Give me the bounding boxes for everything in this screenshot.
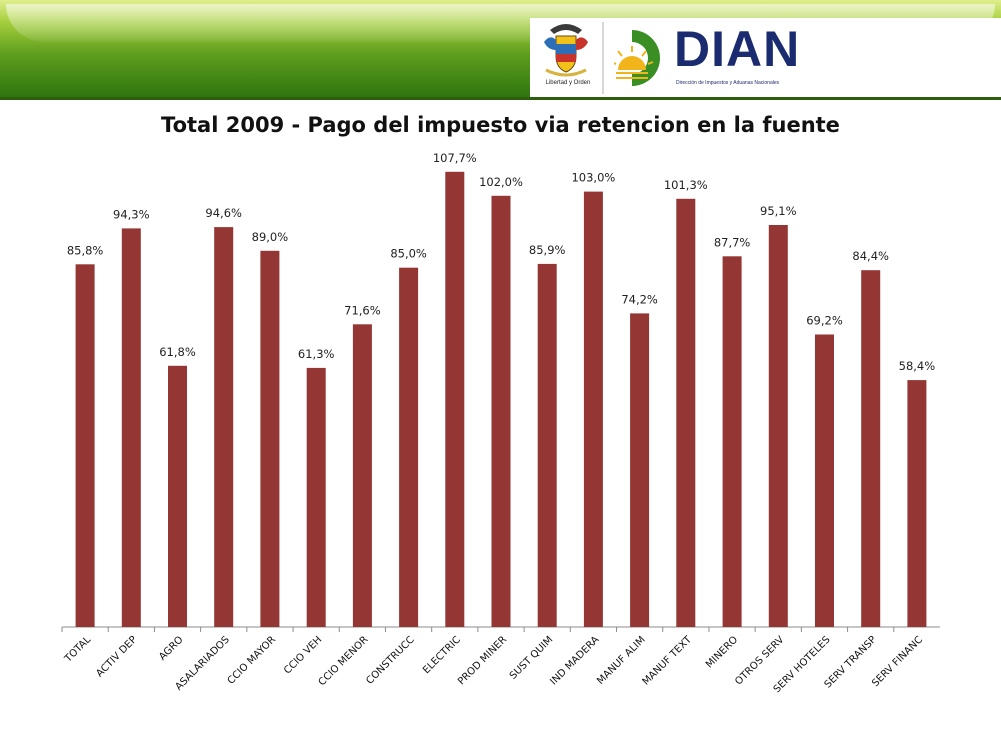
category-tick-label: MANUF TEXT: [641, 634, 695, 688]
data-label: 94,6%: [205, 206, 242, 220]
category-tick-label: MINERO: [704, 634, 740, 670]
bar-asalariados: [214, 227, 234, 627]
coat-of-arms-icon: [544, 24, 588, 77]
data-label: 103,0%: [571, 171, 615, 185]
bar-ccio-menor: [352, 324, 372, 627]
bar-ccio-mayor: [260, 250, 280, 628]
data-label: 85,8%: [67, 243, 104, 257]
data-label: 107,7%: [433, 151, 477, 165]
bar-construcc: [399, 267, 419, 627]
category-tick-label: PROD MINER: [456, 634, 509, 687]
dian-emblem-icon: [614, 30, 660, 86]
header-banner: Libertad y Orden DIAN Dirección de Impue…: [0, 0, 1001, 100]
data-label: 89,0%: [252, 230, 289, 244]
data-label: 102,0%: [479, 175, 523, 189]
category-tick-label: ELECTRIC: [421, 634, 463, 676]
logo-divider: [602, 22, 604, 94]
bar-ind-madera: [583, 191, 603, 627]
crest-caption: Libertad y Orden: [545, 80, 591, 86]
bar-total: [75, 264, 95, 627]
category-tick-label: SERV FINANC: [870, 634, 925, 689]
bar-electric: [445, 171, 465, 628]
data-label: 58,4%: [899, 359, 936, 373]
data-label: 85,9%: [529, 243, 566, 257]
bar-serv-transp: [861, 270, 881, 627]
bar-serv-financ: [907, 380, 927, 627]
bar-prod-miner: [491, 195, 511, 628]
category-tick-label: MANUF ALIM: [595, 634, 647, 686]
bar-activ-dep: [121, 228, 141, 627]
data-label: 69,2%: [806, 314, 843, 328]
category-tick-label: TOTAL: [62, 634, 93, 665]
bar-sust-quim: [537, 263, 557, 627]
bar-ccio-veh: [306, 367, 326, 627]
data-label: 71,6%: [344, 303, 381, 317]
data-label: 61,3%: [298, 347, 335, 361]
chart-title: Total 2009 - Pago del impuesto via reten…: [161, 113, 840, 137]
data-label: 101,3%: [664, 178, 708, 192]
data-label: 85,0%: [390, 247, 427, 261]
brand-name: DIAN: [674, 21, 801, 77]
bar-serv-hoteles: [815, 334, 834, 627]
category-tick-label: IND MADERA: [548, 634, 601, 687]
logo-panel: Libertad y Orden DIAN Dirección de Impue…: [530, 18, 1001, 97]
data-label: 94,3%: [113, 207, 150, 221]
category-tick-label: AGRO: [157, 634, 186, 663]
category-tick-label: SUST QUIM: [508, 634, 555, 681]
data-label: 61,8%: [159, 345, 196, 359]
brand-subtitle: Dirección de Impuestos y Aduanas Naciona…: [676, 80, 780, 86]
bar-minero: [722, 256, 742, 627]
category-tick-label: CCIO MENOR: [317, 634, 371, 688]
data-label: 74,2%: [621, 292, 658, 306]
bar-agro: [168, 365, 187, 627]
bar-manuf-text: [676, 198, 696, 628]
data-label: 95,1%: [760, 204, 797, 218]
data-label: 84,4%: [852, 249, 889, 263]
category-tick-label: CONSTRUCC: [364, 634, 416, 686]
category-tick-label: ACTIV DEP: [94, 634, 139, 679]
bar-manuf-alim: [630, 313, 650, 627]
category-tick-label: CCIO VEH: [282, 634, 324, 676]
bar-otros-serv: [768, 225, 788, 627]
data-label: 87,7%: [714, 235, 751, 249]
category-tick-label: CCIO MAYOR: [226, 634, 278, 686]
